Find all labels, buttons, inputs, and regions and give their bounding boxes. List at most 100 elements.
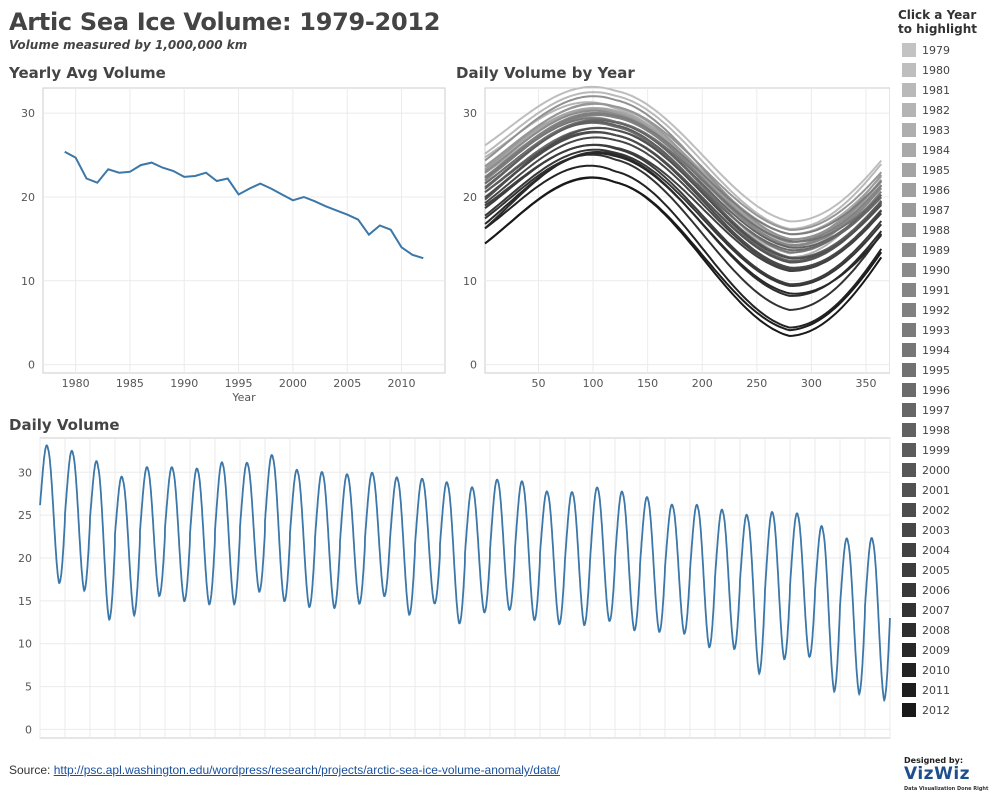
legend-item-1982[interactable]: 1982 bbox=[898, 100, 1002, 120]
legend-swatch bbox=[902, 543, 916, 557]
legend-year-label: 1992 bbox=[922, 303, 950, 317]
legend-item-2009[interactable]: 2009 bbox=[898, 640, 1002, 660]
year-series-line-2005[interactable] bbox=[484, 144, 883, 286]
legend-item-1986[interactable]: 1986 bbox=[898, 180, 1002, 200]
legend-item-2012[interactable]: 2012 bbox=[898, 700, 1002, 720]
year-series-line-2006[interactable] bbox=[484, 148, 883, 288]
year-series-line-1994[interactable] bbox=[484, 118, 882, 243]
legend-item-1992[interactable]: 1992 bbox=[898, 300, 1002, 320]
x-tick-label: 150 bbox=[637, 377, 658, 390]
y-tick-label: 20 bbox=[21, 191, 35, 204]
legend-item-2005[interactable]: 2005 bbox=[898, 560, 1002, 580]
x-tick-label: 100 bbox=[583, 377, 604, 390]
legend-year-label: 1997 bbox=[922, 403, 950, 417]
legend-item-2002[interactable]: 2002 bbox=[898, 500, 1002, 520]
legend-swatch bbox=[902, 283, 916, 297]
y-tick-label: 30 bbox=[18, 466, 32, 479]
y-tick-label: 25 bbox=[18, 509, 32, 522]
yearly-avg-point bbox=[389, 228, 393, 232]
legend-item-1984[interactable]: 1984 bbox=[898, 140, 1002, 160]
y-tick-label: 0 bbox=[25, 723, 32, 736]
source-label: Source: bbox=[9, 763, 51, 777]
year-series-line-1979[interactable] bbox=[484, 85, 883, 223]
legend-year-label: 1984 bbox=[922, 143, 950, 157]
legend-item-1979[interactable]: 1979 bbox=[898, 40, 1002, 60]
yearly-avg-point bbox=[400, 245, 404, 249]
legend-item-2001[interactable]: 2001 bbox=[898, 480, 1002, 500]
year-series-line-1998[interactable] bbox=[484, 121, 883, 259]
legend-item-2003[interactable]: 2003 bbox=[898, 520, 1002, 540]
legend-item-1985[interactable]: 1985 bbox=[898, 160, 1002, 180]
x-tick-label: 300 bbox=[801, 377, 822, 390]
yearly-avg-point bbox=[74, 156, 78, 160]
yearly-avg-point bbox=[171, 169, 175, 173]
yearly-avg-point bbox=[139, 163, 143, 167]
daily-by-year-chart[interactable]: 0 10 20 30 50 100 150 200 250 300 350 bbox=[440, 80, 890, 405]
legend-items: 1979 1980 1981 1982 1983 1984 1985 1986 1987 1988… bbox=[898, 40, 1002, 720]
legend-item-2000[interactable]: 2000 bbox=[898, 460, 1002, 480]
legend-item-1981[interactable]: 1981 bbox=[898, 80, 1002, 100]
x-tick-label: 200 bbox=[692, 377, 713, 390]
legend-year-label: 1988 bbox=[922, 223, 950, 237]
legend-item-1980[interactable]: 1980 bbox=[898, 60, 1002, 80]
legend-item-1988[interactable]: 1988 bbox=[898, 220, 1002, 240]
legend-swatch bbox=[902, 603, 916, 617]
yearly-avg-chart[interactable]: 0 10 20 30 1980 1985 1990 1995 2000 2005 2010 Year bbox=[0, 80, 450, 405]
legend-swatch bbox=[902, 143, 916, 157]
year-series-line-2007[interactable] bbox=[484, 153, 883, 312]
legend-item-2007[interactable]: 2007 bbox=[898, 600, 1002, 620]
year-series-line-2001[interactable] bbox=[484, 126, 883, 260]
legend-item-2010[interactable]: 2010 bbox=[898, 660, 1002, 680]
legend-item-1989[interactable]: 1989 bbox=[898, 240, 1002, 260]
legend-year-label: 2010 bbox=[922, 663, 950, 677]
year-series-line-2002[interactable] bbox=[484, 131, 883, 269]
year-series-line-1980[interactable] bbox=[484, 91, 883, 230]
legend-item-2006[interactable]: 2006 bbox=[898, 580, 1002, 600]
legend-year-label: 2007 bbox=[922, 603, 950, 617]
y-tick-label: 10 bbox=[18, 638, 32, 651]
legend-year-label: 1979 bbox=[922, 43, 950, 57]
legend-item-1987[interactable]: 1987 bbox=[898, 200, 1002, 220]
legend-item-2008[interactable]: 2008 bbox=[898, 620, 1002, 640]
legend-swatch bbox=[902, 483, 916, 497]
yearly-avg-point bbox=[161, 166, 165, 170]
legend-item-1993[interactable]: 1993 bbox=[898, 320, 1002, 340]
yearly-avg-point bbox=[117, 171, 121, 175]
legend-item-1990[interactable]: 1990 bbox=[898, 260, 1002, 280]
year-series-line-2009[interactable] bbox=[484, 152, 883, 295]
legend-swatch bbox=[902, 123, 916, 137]
legend-item-1996[interactable]: 1996 bbox=[898, 380, 1002, 400]
source-link[interactable]: http://psc.apl.washington.edu/wordpress/… bbox=[53, 763, 560, 777]
legend-swatch bbox=[902, 103, 916, 117]
legend-item-1998[interactable]: 1998 bbox=[898, 420, 1002, 440]
yearly-avg-point bbox=[182, 175, 186, 179]
daily-volume-chart[interactable]: 0 5 10 15 20 25 30 bbox=[0, 430, 892, 745]
year-series-line-2003[interactable] bbox=[484, 136, 883, 271]
legend-item-1997[interactable]: 1997 bbox=[898, 400, 1002, 420]
x-tick-label: 50 bbox=[531, 377, 545, 390]
vizwiz-tagline: Data Visualization Done Right bbox=[904, 786, 989, 792]
y-tick-label: 30 bbox=[463, 107, 477, 120]
legend-swatch bbox=[902, 583, 916, 597]
year-series-line-1992[interactable] bbox=[484, 112, 883, 236]
daily-volume-series-line bbox=[39, 444, 891, 703]
legend-item-2004[interactable]: 2004 bbox=[898, 540, 1002, 560]
year-series-line-1988[interactable] bbox=[484, 95, 883, 241]
legend-item-1999[interactable]: 1999 bbox=[898, 440, 1002, 460]
yearly-avg-point bbox=[63, 150, 67, 154]
yearly-avg-point bbox=[291, 198, 295, 202]
legend-year-label: 2011 bbox=[922, 683, 950, 697]
legend-item-1983[interactable]: 1983 bbox=[898, 120, 1002, 140]
legend-item-2011[interactable]: 2011 bbox=[898, 680, 1002, 700]
legend-item-1995[interactable]: 1995 bbox=[898, 360, 1002, 380]
year-series-line-2012[interactable] bbox=[484, 176, 883, 338]
legend-year-label: 2006 bbox=[922, 583, 950, 597]
legend-year-label: 2001 bbox=[922, 483, 950, 497]
legend-year-label: 1993 bbox=[922, 323, 950, 337]
legend-year-label: 2004 bbox=[922, 543, 950, 557]
legend-item-1994[interactable]: 1994 bbox=[898, 340, 1002, 360]
year-series-line-2010[interactable] bbox=[484, 164, 883, 329]
yearly-avg-point bbox=[215, 179, 219, 183]
legend-year-label: 1994 bbox=[922, 343, 950, 357]
legend-item-1991[interactable]: 1991 bbox=[898, 280, 1002, 300]
